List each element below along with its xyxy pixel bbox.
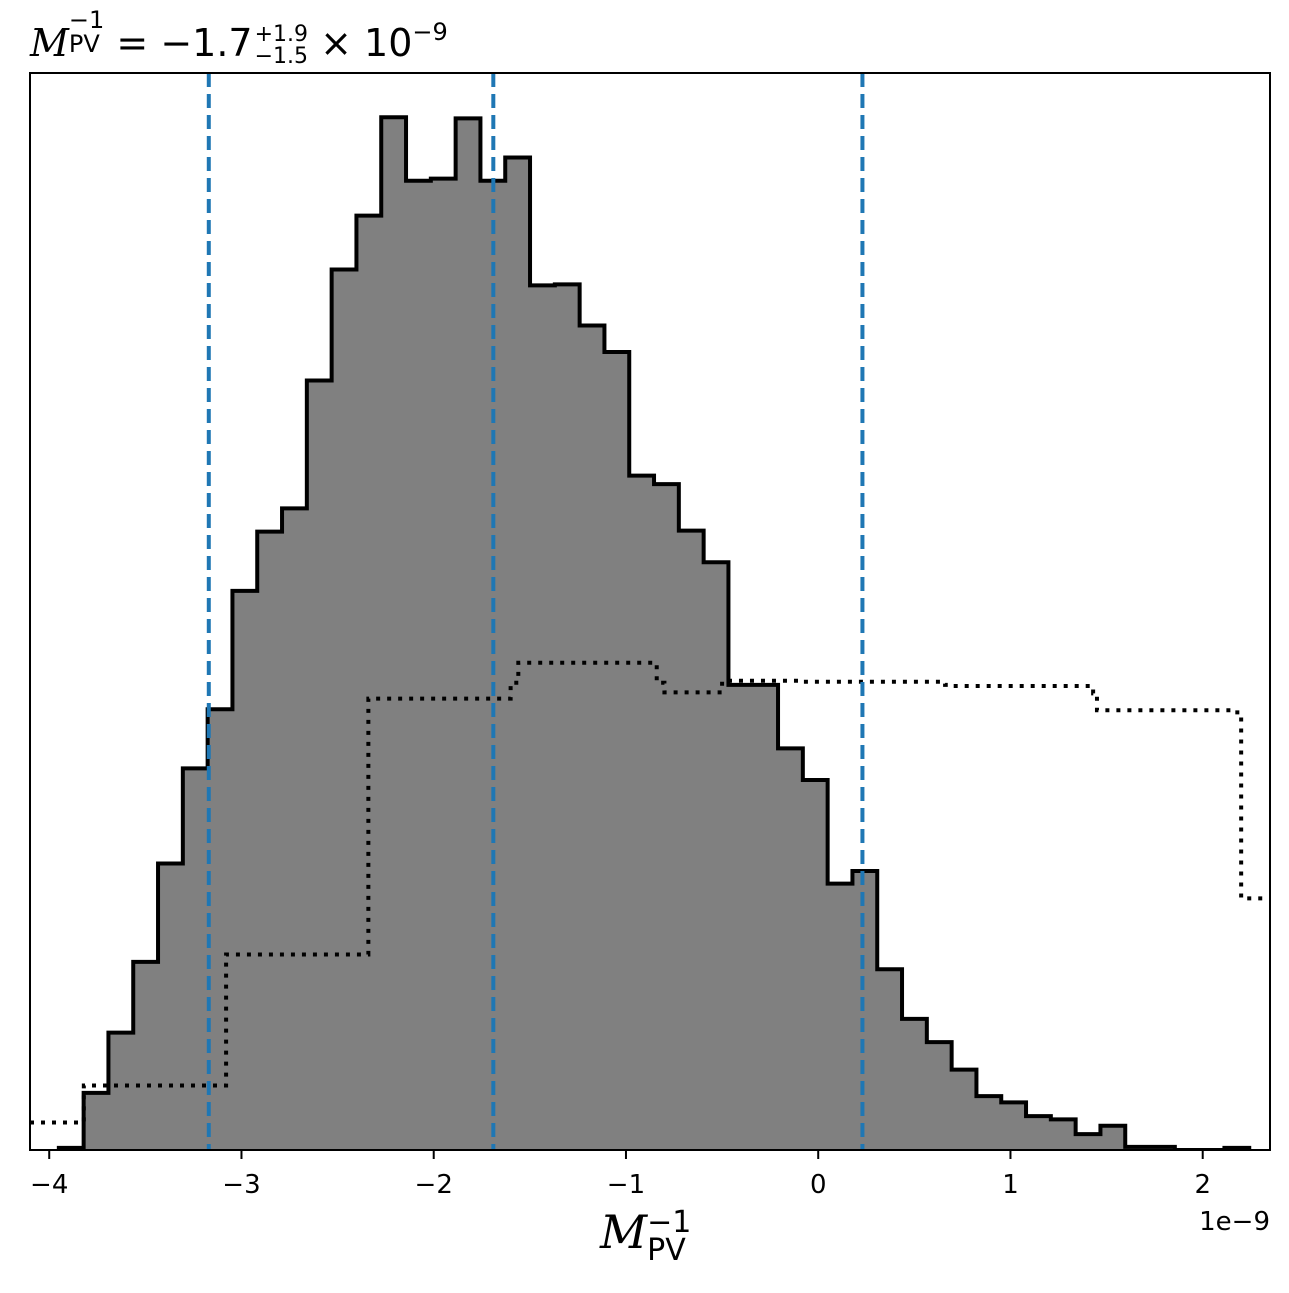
posterior-bar	[753, 684, 779, 1150]
posterior-bar	[505, 157, 531, 1150]
posterior-bar	[257, 531, 283, 1150]
posterior-bar	[902, 1018, 928, 1150]
posterior-outline	[56, 115, 1252, 1150]
posterior-bar	[1100, 1125, 1126, 1150]
posterior-bar	[579, 325, 605, 1150]
posterior-bar	[530, 285, 556, 1150]
posterior-bar	[802, 780, 829, 1150]
x-axis-label: M −1 PV	[600, 1205, 692, 1268]
posterior-bar	[1001, 1102, 1027, 1150]
x-tick-label: −3	[222, 1170, 260, 1200]
posterior-bar	[852, 870, 878, 1150]
posterior-bar	[654, 484, 680, 1150]
x-tick-label: −1	[607, 1170, 645, 1200]
posterior-bar	[406, 180, 432, 1150]
posterior-bar	[133, 961, 159, 1150]
posterior-bar	[926, 1042, 953, 1150]
x-offset-text: 1e−9	[1199, 1207, 1270, 1237]
posterior-bar	[232, 590, 258, 1150]
title-upper: +1.9	[254, 21, 309, 47]
x-tick-label: 2	[1194, 1170, 1211, 1200]
x-tick-label: 0	[810, 1170, 827, 1200]
posterior-bar	[1026, 1116, 1052, 1150]
posterior-bar	[455, 118, 481, 1150]
posterior-bar	[554, 284, 581, 1150]
plot-area	[30, 73, 1270, 1150]
posterior-bar	[703, 562, 729, 1150]
posterior-bar	[356, 215, 382, 1150]
posterior-bar	[778, 748, 804, 1150]
x-tick-label: 1	[1002, 1170, 1019, 1200]
posterior-bar	[282, 508, 308, 1150]
posterior-bar	[877, 969, 903, 1150]
axes: −4 −3 −2 −1 0 1 2 1e−9	[29, 72, 1271, 1237]
axes-frame	[29, 72, 1271, 1151]
title-sup: −1	[68, 6, 105, 34]
posterior-bar	[629, 475, 655, 1150]
posterior-bar	[604, 351, 630, 1150]
xlabel-symbol: M	[600, 1205, 648, 1259]
x-tick-label: −2	[415, 1170, 453, 1200]
posterior-bar	[331, 269, 357, 1150]
posterior-bar	[381, 117, 407, 1150]
posterior-bar	[207, 709, 233, 1150]
title-errors: +1.9 −1.5	[254, 21, 309, 69]
posterior-bar	[827, 883, 853, 1150]
title-exp: −9	[412, 18, 448, 46]
posterior-bar	[108, 1032, 134, 1150]
posterior-bar	[182, 768, 209, 1150]
title-main: = −1.7	[116, 21, 253, 65]
posterior-bar	[976, 1096, 1002, 1150]
posterior-bar	[728, 684, 754, 1150]
x-tick-label: −4	[30, 1170, 68, 1200]
title-sub: PV	[68, 30, 100, 58]
plot-content	[30, 73, 1270, 1150]
xlabel-sup: −1	[647, 1205, 692, 1240]
posterior-bar	[1075, 1134, 1101, 1150]
title-lower: −1.5	[254, 43, 309, 69]
posterior-bar	[158, 863, 184, 1150]
title-symbol: M	[30, 21, 69, 65]
posterior-bar	[951, 1069, 977, 1150]
posterior-bar	[306, 380, 333, 1150]
title-times: × 10	[320, 21, 413, 65]
chart-title: M −1 PV = −1.7 +1.9 −1.5 × 10−9	[30, 2, 448, 73]
posterior-bar	[83, 1092, 109, 1150]
posterior-bar	[1050, 1119, 1077, 1150]
posterior-bar	[678, 530, 705, 1150]
posterior-bar	[430, 178, 457, 1150]
xlabel-sub: PV	[647, 1233, 686, 1268]
